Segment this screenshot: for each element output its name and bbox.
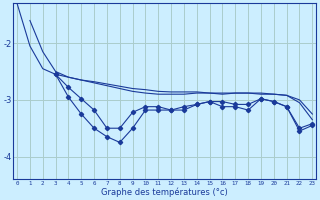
X-axis label: Graphe des températures (°c): Graphe des températures (°c): [101, 187, 228, 197]
